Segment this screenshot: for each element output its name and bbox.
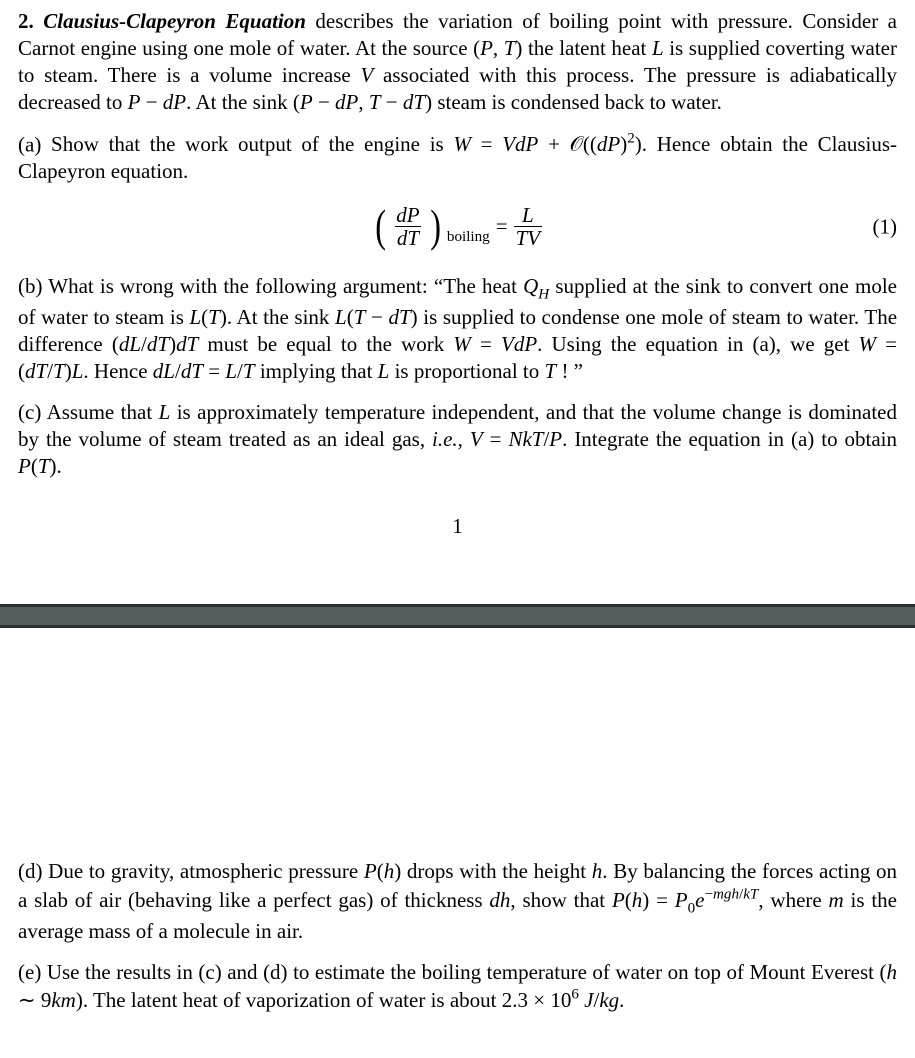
lhs-num: dP xyxy=(394,204,421,226)
problem-intro: 2. Clausius-Clapeyron Equation describes… xyxy=(18,8,897,116)
rhs-fraction: L TV xyxy=(514,204,543,249)
part-d: (d) Due to gravity, atmospheric pressure… xyxy=(18,858,897,945)
rhs-num: L xyxy=(520,204,536,226)
part-e-label: (e) xyxy=(18,960,41,984)
right-paren: ) xyxy=(430,208,441,245)
blank-gap xyxy=(0,628,915,858)
part-c: (c) Assume that L is approximately tempe… xyxy=(18,399,897,480)
part-a: (a) Show that the work output of the eng… xyxy=(18,130,897,185)
part-d-label: (d) xyxy=(18,859,43,883)
left-paren: ( xyxy=(375,208,386,245)
part-e: (e) Use the results in (c) and (d) to es… xyxy=(18,959,897,1014)
page-separator xyxy=(0,604,915,628)
part-b: (b) What is wrong with the following arg… xyxy=(18,273,897,385)
equation-1: ( dP dT ) boiling = L TV (1) xyxy=(18,199,897,255)
eq-equals: = xyxy=(496,213,508,240)
part-b-text: What is wrong with the following argumen… xyxy=(18,274,897,383)
part-b-label: (b) xyxy=(18,274,43,298)
part-d-text: Due to gravity, atmospheric pressure P(h… xyxy=(18,859,897,943)
part-a-label: (a) xyxy=(18,132,41,156)
equation-1-body: ( dP dT ) boiling = L TV xyxy=(373,204,542,249)
page: 2. Clausius-Clapeyron Equation describes… xyxy=(0,0,915,604)
eq-subscript: boiling xyxy=(447,228,490,247)
problem-number: 2. xyxy=(18,9,34,33)
part-c-text: Assume that L is approximately temperatu… xyxy=(18,400,897,478)
part-c-label: (c) xyxy=(18,400,41,424)
problem-title: Clausius-Clapeyron Equation xyxy=(43,9,306,33)
part-e-text: Use the results in (c) and (d) to estima… xyxy=(18,960,897,1012)
rhs-den: TV xyxy=(514,226,543,249)
part-a-text: Show that the work output of the engine … xyxy=(18,132,897,183)
lhs-fraction: dP dT xyxy=(394,204,421,249)
equation-number: (1) xyxy=(873,213,898,240)
page-number: 1 xyxy=(18,513,897,540)
page-2: (d) Due to gravity, atmospheric pressure… xyxy=(0,858,915,1058)
lhs-den: dT xyxy=(395,226,421,249)
